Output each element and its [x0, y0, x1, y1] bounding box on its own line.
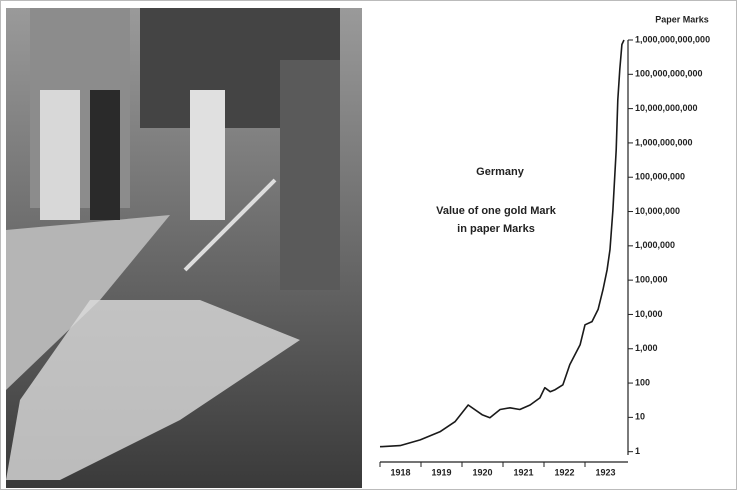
chart-panel	[365, 8, 733, 488]
x-tick-label: 1919	[431, 467, 451, 477]
person	[190, 90, 225, 220]
x-tick-label: 1922	[554, 467, 574, 477]
y-tick-label: 10,000,000	[635, 206, 680, 216]
y-tick-label: 100	[635, 377, 650, 387]
y-axis-label: Paper Marks	[655, 14, 709, 24]
x-tick-label: 1923	[595, 467, 615, 477]
sidewalk	[6, 215, 170, 390]
y-tick-label: 1,000,000,000	[635, 137, 693, 147]
x-tick-label: 1918	[390, 467, 410, 477]
y-tick-label: 10	[635, 412, 645, 422]
annotation: in paper Marks	[457, 223, 535, 235]
y-tick-label: 100,000,000,000	[635, 69, 703, 79]
y-tick-label: 10,000,000,000	[635, 103, 698, 113]
sweeper	[280, 60, 340, 290]
y-tick-label: 100,000,000	[635, 172, 685, 182]
y-tick-label: 1,000,000,000,000	[635, 34, 710, 44]
annotation: Value of one gold Mark	[436, 205, 557, 217]
person	[90, 90, 120, 220]
broom	[183, 178, 277, 272]
person	[40, 90, 80, 220]
y-tick-label: 1,000,000	[635, 240, 675, 250]
data-line	[379, 39, 625, 448]
y-tick-label: 100,000	[635, 275, 668, 285]
chart-title: Germany	[476, 166, 525, 178]
y-tick-label: 1	[635, 446, 640, 456]
x-tick-label: 1920	[472, 467, 492, 477]
banknotes	[6, 300, 300, 480]
y-tick-label: 10,000	[635, 309, 663, 319]
photo	[6, 8, 362, 488]
y-tick-label: 1,000	[635, 343, 658, 353]
x-tick-label: 1921	[513, 467, 533, 477]
